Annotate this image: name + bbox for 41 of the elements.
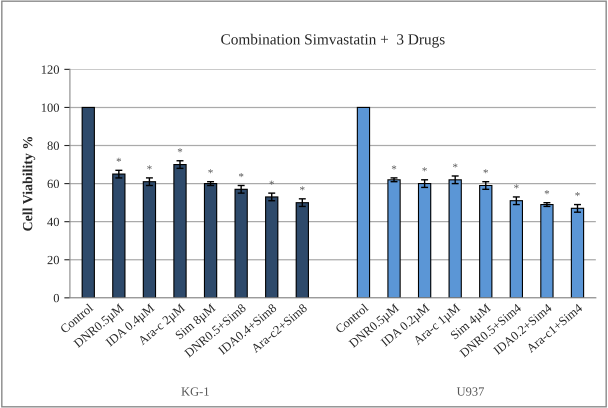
y-tick-label: 80 [47, 142, 60, 150]
data-label: * [514, 184, 519, 189]
data-label: * [238, 173, 244, 178]
bar [265, 196, 278, 298]
bar [142, 181, 156, 298]
data-label: * [178, 148, 182, 152]
bar [82, 106, 95, 298]
data-label: * [392, 165, 396, 170]
y-tick-label: 40 [47, 218, 60, 226]
bar [112, 174, 126, 298]
y-tick-label: 60 [48, 180, 60, 188]
bar [296, 202, 309, 298]
bar [387, 179, 401, 298]
bar [540, 204, 554, 298]
bar [204, 183, 218, 298]
text: U937 [456, 387, 484, 396]
data-label: * [422, 167, 427, 172]
bar [479, 184, 492, 298]
data-label: * [269, 180, 274, 185]
bar [234, 188, 248, 298]
data-label: * [116, 158, 122, 162]
y-tick-label: 0 [54, 294, 60, 302]
y-tick-label: 100 [42, 103, 60, 112]
chart-title: Combination Simvastatin + 3 Drugs [221, 34, 445, 48]
data-label: * [484, 169, 488, 174]
y-tick-label: 20 [48, 256, 60, 264]
bar [510, 200, 524, 298]
bar [418, 183, 432, 298]
bar [570, 208, 584, 298]
bar [448, 179, 462, 298]
y-tick-label: 120 [42, 65, 60, 74]
text: KG-1 [181, 387, 209, 396]
data-label: * [575, 192, 580, 196]
bar [356, 106, 370, 298]
data-label: * [300, 186, 305, 190]
y-axis-title: Cell Viability % [22, 137, 36, 231]
bar [173, 164, 187, 298]
data-label: * [452, 163, 458, 168]
data-label: * [544, 190, 550, 194]
data-label: * [208, 169, 213, 174]
data-label: * [147, 165, 152, 170]
